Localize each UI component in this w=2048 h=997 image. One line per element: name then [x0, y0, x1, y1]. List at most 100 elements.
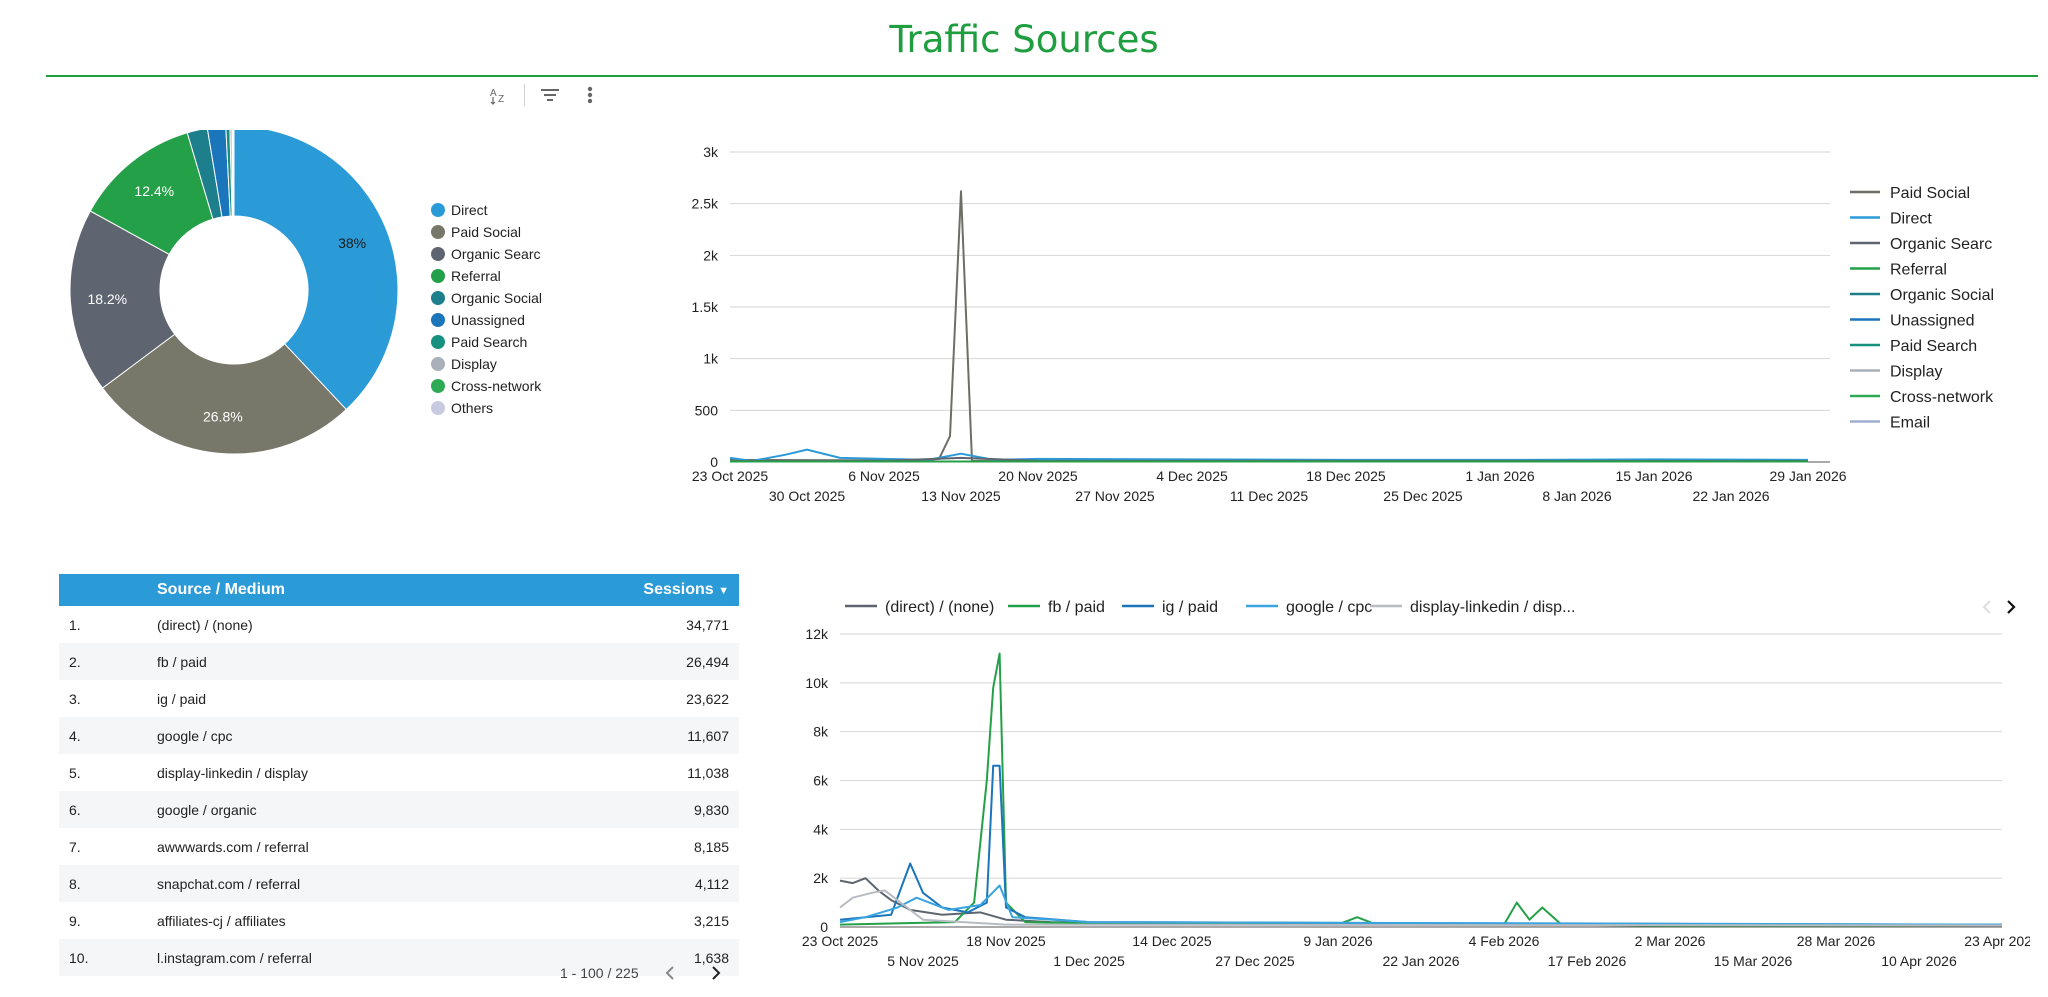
chevron-right-icon [2007, 600, 2016, 614]
row-index: 3. [69, 690, 81, 707]
source-medium-line-chart: (direct) / (none) fb / paid ig / paid googl… [802, 599, 2030, 969]
row-index: 8. [59, 865, 156, 902]
x-tick-label: 4 Feb 2026 [1469, 933, 1540, 949]
more-vert-icon[interactable] [577, 82, 603, 108]
x-tick-label: 8 Jan 2026 [1542, 488, 1611, 504]
legend-swatch [431, 401, 445, 415]
svg-text:Z: Z [498, 94, 504, 105]
legend-swatch [431, 313, 445, 327]
chart1-gridlines [730, 151, 1830, 463]
x-tick-label: 25 Dec 2025 [1383, 488, 1463, 504]
x-tick-label: 10 Apr 2026 [1881, 953, 1957, 969]
legend-label: Paid Search [451, 334, 527, 350]
row-sessions: 8,185 [693, 838, 729, 855]
legend-label: Unassigned [1890, 313, 1975, 330]
row-sessions: 1,638 [588, 939, 739, 976]
row-index: 4. [59, 717, 156, 754]
source-medium-table: Source / Medium Sessions ▼ 1. (direct) / … [59, 574, 739, 976]
legend-label: Organic Searc [1890, 236, 1992, 253]
x-tick-label: 2 Mar 2026 [1635, 933, 1706, 949]
x-tick-label: 18 Nov 2025 [966, 933, 1046, 949]
table-row[interactable]: 3. ig / paid 23,622 [59, 680, 739, 717]
page-title: Traffic Sources [889, 18, 1159, 61]
sort-az-icon[interactable]: A Z [486, 82, 512, 108]
row-index: 10. [59, 939, 156, 976]
series-line [839, 889, 2003, 927]
y-tick-label: 10k [805, 675, 829, 691]
chart2-x-ticks: 23 Oct 2025 18 Nov 2025 14 Dec 2025 9 Jan 2… [802, 933, 2030, 969]
legend-label: Organic Social [1890, 287, 1994, 304]
channel-line-chart: 0 500 1k 1.5k 2k 2.5k 3k 23 Oct 2025 6 Nov 2025… [692, 144, 1995, 504]
table-row[interactable]: 7. awwwards.com / referral 8,185 [59, 828, 739, 865]
row-index: 2. [59, 643, 156, 680]
y-tick-label: 3k [703, 144, 719, 160]
row-sessions: 11,607 [588, 717, 739, 754]
table-row[interactable]: 1. (direct) / (none) 34,771 [59, 606, 739, 643]
x-tick-label: 22 Jan 2026 [1692, 488, 1769, 504]
pie-slice-label: 18.2% [87, 291, 127, 307]
pie-slice [233, 130, 399, 411]
legend-label: Referral [451, 268, 501, 284]
table-row[interactable]: 2. fb / paid 26,494 [59, 643, 739, 680]
series-line [729, 448, 1809, 462]
y-tick-label: 2k [703, 247, 719, 263]
row-source-medium: fb / paid [156, 643, 588, 680]
row-index: 5. [69, 764, 81, 781]
x-tick-label: 27 Nov 2025 [1075, 488, 1155, 504]
legend-label: Direct [451, 202, 488, 218]
x-tick-label: 6 Nov 2025 [848, 468, 920, 484]
table-pagination: 1 - 100 / 225 [560, 960, 729, 986]
y-tick-label: 0 [710, 454, 718, 470]
pie-slice-label: 12.4% [134, 183, 174, 199]
legend-label: Paid Search [1890, 338, 1977, 355]
prev-page-button[interactable] [657, 960, 683, 986]
column-header-sessions[interactable]: Sessions ▼ [588, 574, 739, 606]
legend-label: Email [1890, 415, 1930, 432]
sort-desc-icon: ▼ [718, 585, 729, 597]
y-tick-label: 8k [813, 724, 829, 740]
pie-slice-label: 26.8% [203, 409, 243, 425]
chevron-left-icon [1982, 600, 1991, 614]
table-row[interactable]: 10. l.instagram.com / referral 1,638 [59, 939, 739, 976]
y-tick-label: 6k [813, 773, 829, 789]
x-tick-label: 15 Mar 2026 [1714, 953, 1793, 969]
column-header-source[interactable]: Source / Medium [156, 574, 588, 606]
legend-label: ig / paid [1162, 599, 1218, 616]
legend-swatch [431, 203, 445, 217]
row-index: 1. [69, 616, 81, 633]
legend-prev-button[interactable] [1976, 596, 1998, 618]
legend-label: Others [451, 400, 493, 416]
filter-icon[interactable] [537, 82, 563, 108]
table-row[interactable]: 6. google / organic 9,830 [59, 791, 739, 828]
table-row[interactable]: 8. snapchat.com / referral 4,112 [59, 865, 739, 902]
legend-swatch [431, 225, 445, 239]
row-sessions: 3,215 [693, 912, 729, 929]
chart1-x-ticks: 23 Oct 2025 6 Nov 2025 20 Nov 2025 4 Dec 20… [692, 468, 1847, 504]
legend-label: Cross-network [451, 378, 542, 394]
legend-label: Organic Searc [451, 246, 540, 262]
legend-label: (direct) / (none) [885, 599, 994, 616]
x-tick-label: 29 Jan 2026 [1769, 468, 1846, 484]
x-tick-label: 30 Oct 2025 [769, 488, 845, 504]
row-source-medium: awwwards.com / referral [157, 838, 309, 855]
row-index: 9. [69, 912, 81, 929]
table-row[interactable]: 9. affiliates-cj / affiliates 3,215 [59, 902, 739, 939]
row-source-medium: google / cpc [156, 717, 588, 754]
row-index: 6. [59, 791, 156, 828]
table-row[interactable]: 4. google / cpc 11,607 [59, 717, 739, 754]
legend-label: Referral [1890, 262, 1947, 279]
chart2-legend: (direct) / (none) fb / paid ig / paid googl… [845, 599, 1575, 616]
table-body: 1. (direct) / (none) 34,771 2. fb / paid 26,4… [59, 606, 739, 976]
row-sessions: 11,038 [687, 764, 729, 781]
chart1-y-ticks: 0 500 1k 1.5k 2k 2.5k 3k [692, 144, 719, 470]
table-row[interactable]: 5. display-linkedin / display 11,038 [59, 754, 739, 791]
next-page-button[interactable] [703, 960, 729, 986]
pie-slice-label: 38% [338, 235, 366, 251]
legend-swatch [431, 379, 445, 393]
series-line [839, 652, 2003, 927]
legend-label: display-linkedin / disp... [1410, 599, 1575, 616]
x-tick-label: 9 Jan 2026 [1303, 933, 1372, 949]
row-sessions: 34,771 [686, 616, 729, 633]
legend-next-button[interactable] [2000, 596, 2022, 618]
legend-swatch [431, 357, 445, 371]
